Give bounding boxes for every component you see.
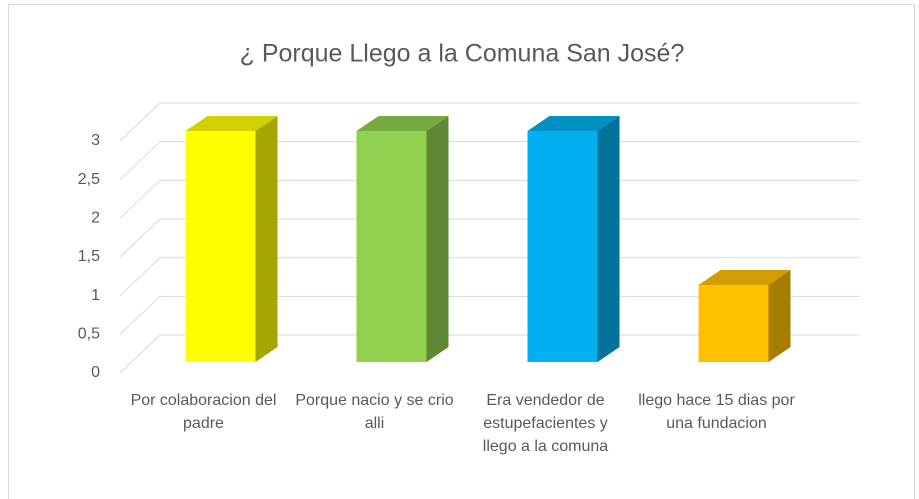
bar bbox=[185, 116, 278, 362]
bar-side bbox=[255, 116, 278, 362]
bar-top-shade bbox=[698, 270, 791, 285]
bar-top-shade bbox=[356, 116, 449, 131]
bar-top-shade bbox=[527, 116, 620, 131]
y-tick-label: 2,5 bbox=[78, 171, 100, 188]
bar-side bbox=[768, 270, 791, 362]
grid-line bbox=[119, 141, 860, 181]
bar-side-shade bbox=[597, 116, 620, 362]
y-tick-label: 2 bbox=[91, 210, 100, 227]
bar-front bbox=[356, 131, 427, 362]
bar-side-shade bbox=[255, 116, 278, 362]
bar-side-shade bbox=[768, 270, 791, 362]
x-tick-label: Por colaboracion del padre bbox=[130, 392, 277, 432]
grid-line bbox=[119, 102, 860, 142]
bar bbox=[527, 116, 620, 362]
bar-side bbox=[597, 116, 620, 362]
y-tick-label: 1 bbox=[91, 287, 100, 304]
chart-title: ¿ Porque Llego a la Comuna San José? bbox=[240, 40, 685, 68]
bar bbox=[356, 116, 449, 362]
bar-top bbox=[356, 116, 449, 131]
y-tick-label: 3 bbox=[91, 132, 100, 149]
bar-side-shade bbox=[426, 116, 449, 362]
x-tick-label: Porque nacio y se crio alli bbox=[295, 392, 454, 432]
bar-front bbox=[527, 131, 598, 362]
grid-line bbox=[119, 334, 860, 374]
grid-line bbox=[119, 179, 860, 219]
bar-side bbox=[426, 116, 449, 362]
bar-top bbox=[185, 116, 278, 131]
x-tick-label: Era vendedor de estupefacientes y llego … bbox=[482, 392, 609, 455]
grid-line bbox=[119, 218, 860, 258]
y-tick-label: 0 bbox=[91, 364, 100, 381]
x-tick-label: llego hace 15 dias por una fundacion bbox=[638, 392, 795, 432]
y-tick-label: 0,5 bbox=[78, 326, 100, 343]
bar-top bbox=[527, 116, 620, 131]
bar-front bbox=[185, 131, 256, 362]
y-tick-label: 1,5 bbox=[78, 248, 100, 265]
bar bbox=[698, 270, 791, 362]
bar-front bbox=[698, 285, 769, 362]
grid-line bbox=[119, 257, 860, 297]
bar-top-shade bbox=[185, 116, 278, 131]
grid-line bbox=[119, 295, 860, 335]
chart-border bbox=[8, 4, 915, 499]
bar-top bbox=[698, 270, 791, 285]
